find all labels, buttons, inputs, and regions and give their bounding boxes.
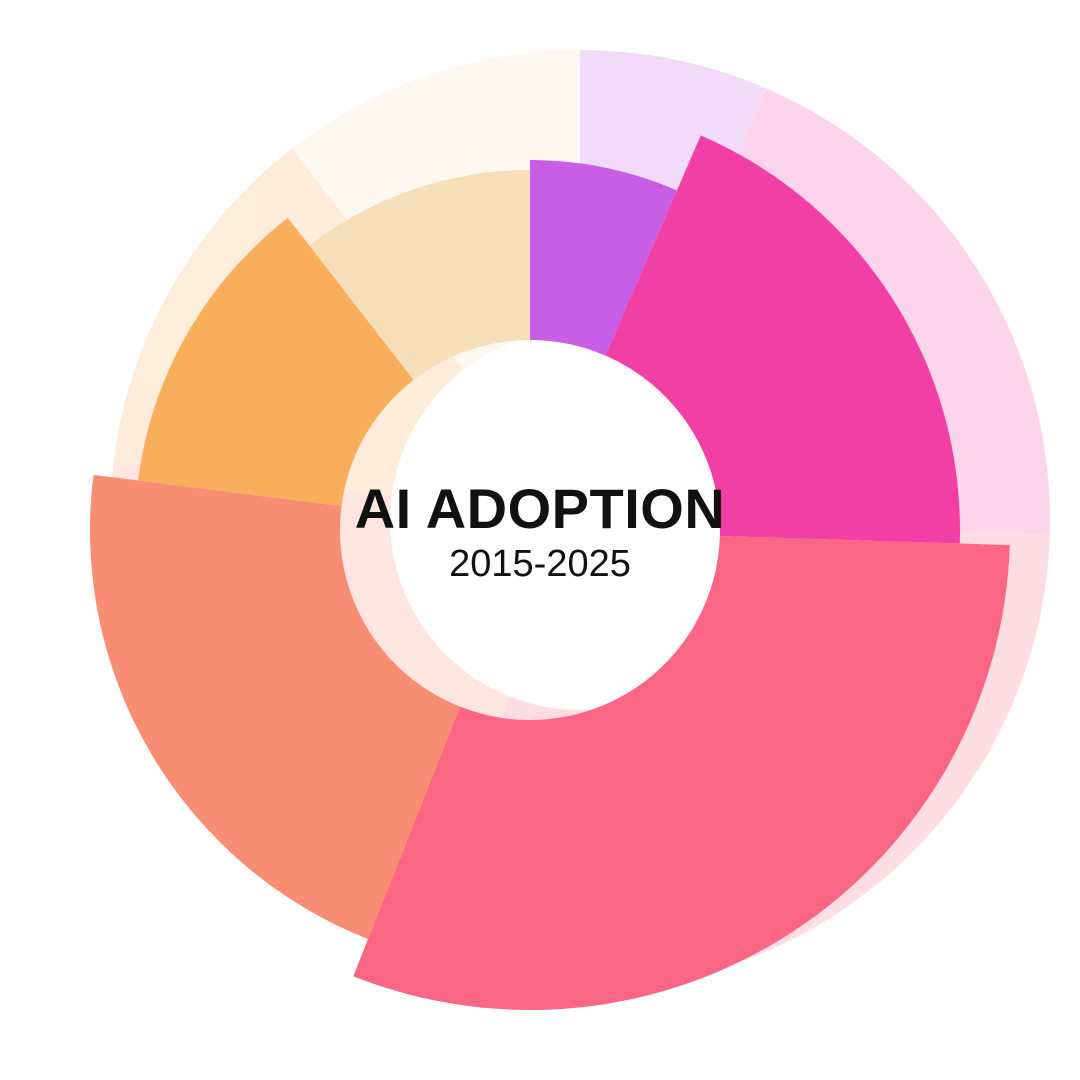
donut-chart xyxy=(0,0,1080,1080)
chart-stage: AI ADOPTION 2015-2025 xyxy=(0,0,1080,1080)
donut-slice xyxy=(353,536,1009,1010)
